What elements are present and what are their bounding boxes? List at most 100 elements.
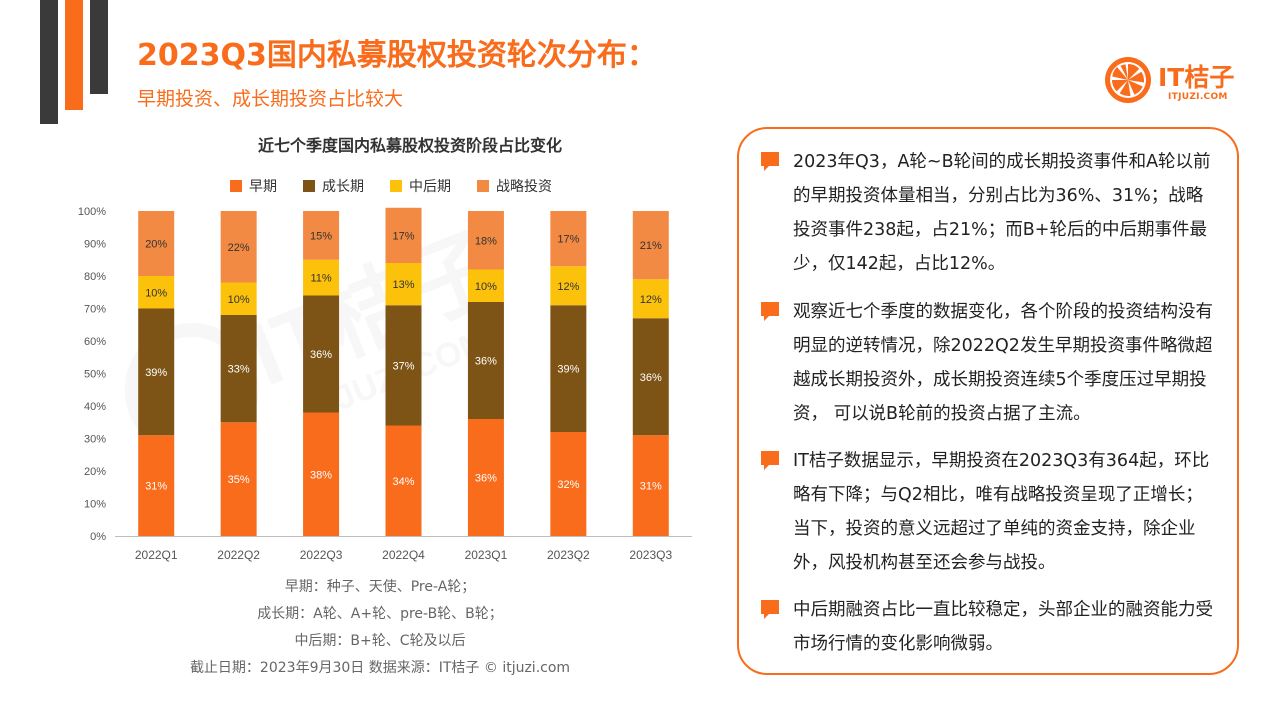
bar-segment xyxy=(632,279,669,319)
bar-segment xyxy=(220,282,257,315)
insight-text: 2023年Q3，A轮~B轮间的成长期投资事件和A轮以前的早期投资体量相当，分别占… xyxy=(793,152,1211,274)
bar-data-label: 21% xyxy=(640,240,662,252)
legend-item-strategic: 战略投资 xyxy=(477,176,552,196)
page-title: 2023Q3国内私募股权投资轮次分布： xyxy=(137,38,657,73)
bar-data-label: 18% xyxy=(475,235,497,247)
note-growth: 成长期：A轮、A+轮、pre-B轮、B轮； xyxy=(257,606,503,622)
decor-bar-right xyxy=(90,0,108,94)
chart-title: 近七个季度国内私募股权投资阶段占比变化 xyxy=(257,136,562,155)
bar-segment xyxy=(467,302,504,419)
legend-item-early: 早期 xyxy=(230,176,277,196)
decor-bar-left xyxy=(40,0,58,124)
bar-data-label: 17% xyxy=(557,234,579,246)
bar-data-label: 17% xyxy=(392,230,414,242)
bar-data-label: 22% xyxy=(228,242,250,254)
note-late: 中后期：B+轮、C轮及以后 xyxy=(294,633,466,649)
chart-legend: 早期 成长期 中后期 战略投资 xyxy=(230,176,552,196)
y-tick-label: 100% xyxy=(78,206,106,218)
bar-segment xyxy=(550,211,587,267)
x-tick-label: 2023Q1 xyxy=(465,548,508,562)
bar-data-label: 36% xyxy=(310,349,332,361)
bar-data-label: 13% xyxy=(392,279,414,291)
legend-swatch-early xyxy=(230,180,242,192)
bar-segment xyxy=(385,425,422,536)
bar-data-label: 34% xyxy=(392,476,414,488)
bar-data-label: 33% xyxy=(228,364,250,376)
legend-label-late: 中后期 xyxy=(409,179,451,195)
logo-url: ITJUZI.COM xyxy=(1168,92,1228,102)
insight-point: 中后期融资占比一直比较稳定，头部企业的融资能力受市场行情的变化影响微弱。 xyxy=(759,593,1218,661)
bar-segment xyxy=(385,207,422,263)
bar-segment xyxy=(220,315,257,423)
bar-data-label: 10% xyxy=(145,287,167,299)
bar-data-label: 37% xyxy=(392,360,414,372)
bar-data-label: 10% xyxy=(475,281,497,293)
page-subtitle: 早期投资、成长期投资占比较大 xyxy=(137,88,404,110)
bar-segment xyxy=(550,305,587,432)
bar-data-label: 31% xyxy=(640,481,662,493)
bar-segment xyxy=(303,412,340,536)
note-early: 早期：种子、天使、Pre-A轮； xyxy=(284,579,476,595)
bar-segment xyxy=(303,259,340,296)
orange-slice-icon xyxy=(1105,57,1151,103)
insight-text: 观察近七个季度的数据变化，各个阶段的投资结构没有明显的逆转情况，除2022Q2发… xyxy=(793,302,1213,424)
bar-data-label: 36% xyxy=(640,372,662,384)
y-tick-label: 10% xyxy=(84,499,106,511)
bar-segment xyxy=(138,435,175,536)
legend-item-late: 中后期 xyxy=(390,176,451,196)
legend-label-growth: 成长期 xyxy=(322,179,364,195)
bar-data-label: 38% xyxy=(310,469,332,481)
bar-segment xyxy=(220,211,257,283)
bar-data-label: 39% xyxy=(145,367,167,379)
speech-bubble-icon xyxy=(761,302,779,321)
bar-segment xyxy=(220,422,257,536)
insight-point: 观察近七个季度的数据变化，各个阶段的投资结构没有明显的逆转情况，除2022Q2发… xyxy=(759,295,1218,431)
bar-segment xyxy=(632,211,669,280)
bar-segment xyxy=(467,419,504,536)
bar-segment xyxy=(467,269,504,302)
x-tick-label: 2023Q2 xyxy=(547,548,590,562)
legend-label-early: 早期 xyxy=(249,179,277,195)
y-tick-label: 80% xyxy=(84,271,106,283)
logo: IT桔子 ITJUZI.COM xyxy=(1104,56,1244,104)
bar-data-label: 32% xyxy=(557,479,579,491)
y-tick-label: 90% xyxy=(84,239,106,251)
bar-data-label: 20% xyxy=(145,239,167,251)
y-tick-label: 60% xyxy=(84,336,106,348)
bar-data-label: 35% xyxy=(228,474,250,486)
y-tick-label: 30% xyxy=(84,434,106,446)
legend-swatch-strategic xyxy=(477,180,489,192)
x-tick-label: 2022Q1 xyxy=(135,548,178,562)
speech-bubble-icon xyxy=(761,152,779,171)
bar-segment xyxy=(385,305,422,426)
x-tick-label: 2023Q3 xyxy=(629,548,672,562)
insight-text: IT桔子数据显示，早期投资在2023Q3有364起，环比略有下降；与Q2相比，唯… xyxy=(793,451,1210,573)
bar-segment xyxy=(550,432,587,536)
logo-name: IT桔子 xyxy=(1158,63,1235,92)
bar-segment xyxy=(385,263,422,306)
bar-data-label: 15% xyxy=(310,230,332,242)
y-tick-label: 20% xyxy=(84,466,106,478)
bar-data-label: 36% xyxy=(475,473,497,485)
insights-panel: 2023年Q3，A轮~B轮间的成长期投资事件和A轮以前的早期投资体量相当，分别占… xyxy=(737,127,1239,675)
bar-segment xyxy=(138,308,175,436)
bar-data-label: 12% xyxy=(557,281,579,293)
speech-bubble-icon xyxy=(761,600,779,619)
bar-segment xyxy=(467,211,504,270)
note-source: 截止日期：2023年9月30日 数据来源：IT桔子 © itjuzi.com xyxy=(189,660,571,676)
chart-notes: 早期：种子、天使、Pre-A轮； 成长期：A轮、A+轮、pre-B轮、B轮； 中… xyxy=(160,574,600,682)
insight-point: IT桔子数据显示，早期投资在2023Q3有364起，环比略有下降；与Q2相比，唯… xyxy=(759,444,1218,580)
x-tick-label: 2022Q4 xyxy=(382,548,425,562)
y-tick-label: 50% xyxy=(84,369,106,381)
x-tick-label: 2022Q3 xyxy=(300,548,343,562)
stacked-bar-chart: 0% 10% 20% 30% 40% 50% 60% 70% 80% 90% 100% 31% 39% 1… xyxy=(78,206,692,562)
y-tick-label: 0% xyxy=(90,531,106,543)
legend-swatch-late xyxy=(390,180,402,192)
decor-bar-middle xyxy=(65,0,83,110)
bar-segment xyxy=(138,276,175,309)
bar-segment xyxy=(138,211,175,276)
y-tick-label: 70% xyxy=(84,304,106,316)
bar-data-label: 11% xyxy=(310,273,331,285)
insight-point: 2023年Q3，A轮~B轮间的成长期投资事件和A轮以前的早期投资体量相当，分别占… xyxy=(759,145,1218,281)
legend-label-strategic: 战略投资 xyxy=(496,179,552,195)
